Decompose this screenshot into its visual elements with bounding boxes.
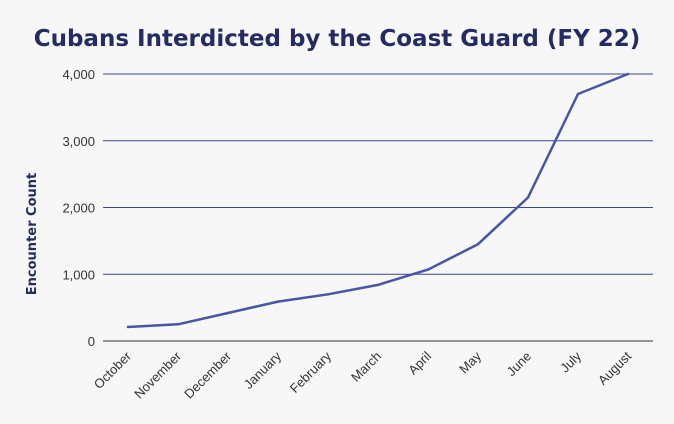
data-point [426, 268, 430, 271]
x-tick-label: February [287, 348, 335, 396]
chart-title: Cubans Interdicted by the Coast Guard (F… [34, 26, 641, 52]
x-tick-label: May [456, 348, 484, 376]
x-tick-label: August [595, 348, 634, 387]
data-point [376, 283, 380, 287]
y-axis-ticks: 0 1,000 2,000 3,000 4,000 [62, 67, 95, 349]
y-tick-label: 3,000 [62, 134, 95, 149]
data-point [476, 243, 480, 246]
series-line [126, 72, 630, 329]
x-tick-label: November [131, 348, 184, 401]
y-tick-label: 4,000 [62, 67, 95, 82]
y-tick-label: 0 [88, 334, 95, 349]
data-point [526, 196, 530, 199]
x-tick-label: March [348, 349, 384, 385]
y-tick-label: 1,000 [62, 267, 95, 282]
x-tick-label: October [91, 348, 135, 392]
x-tick-label: April [405, 348, 434, 377]
series-layer [126, 72, 630, 329]
data-point [276, 300, 280, 303]
gridlines [103, 73, 653, 342]
y-axis-label: Encounter Count [25, 173, 40, 295]
data-point [176, 323, 180, 326]
data-point [226, 311, 230, 315]
x-tick-label: January [241, 348, 285, 392]
x-tick-label: December [181, 348, 234, 401]
data-point [576, 92, 580, 96]
data-point [326, 293, 330, 296]
y-tick-label: 2,000 [62, 201, 95, 216]
x-tick-label: July [557, 348, 584, 375]
x-tick-label: June [504, 349, 535, 380]
data-point [626, 72, 630, 76]
data-point [126, 325, 130, 329]
